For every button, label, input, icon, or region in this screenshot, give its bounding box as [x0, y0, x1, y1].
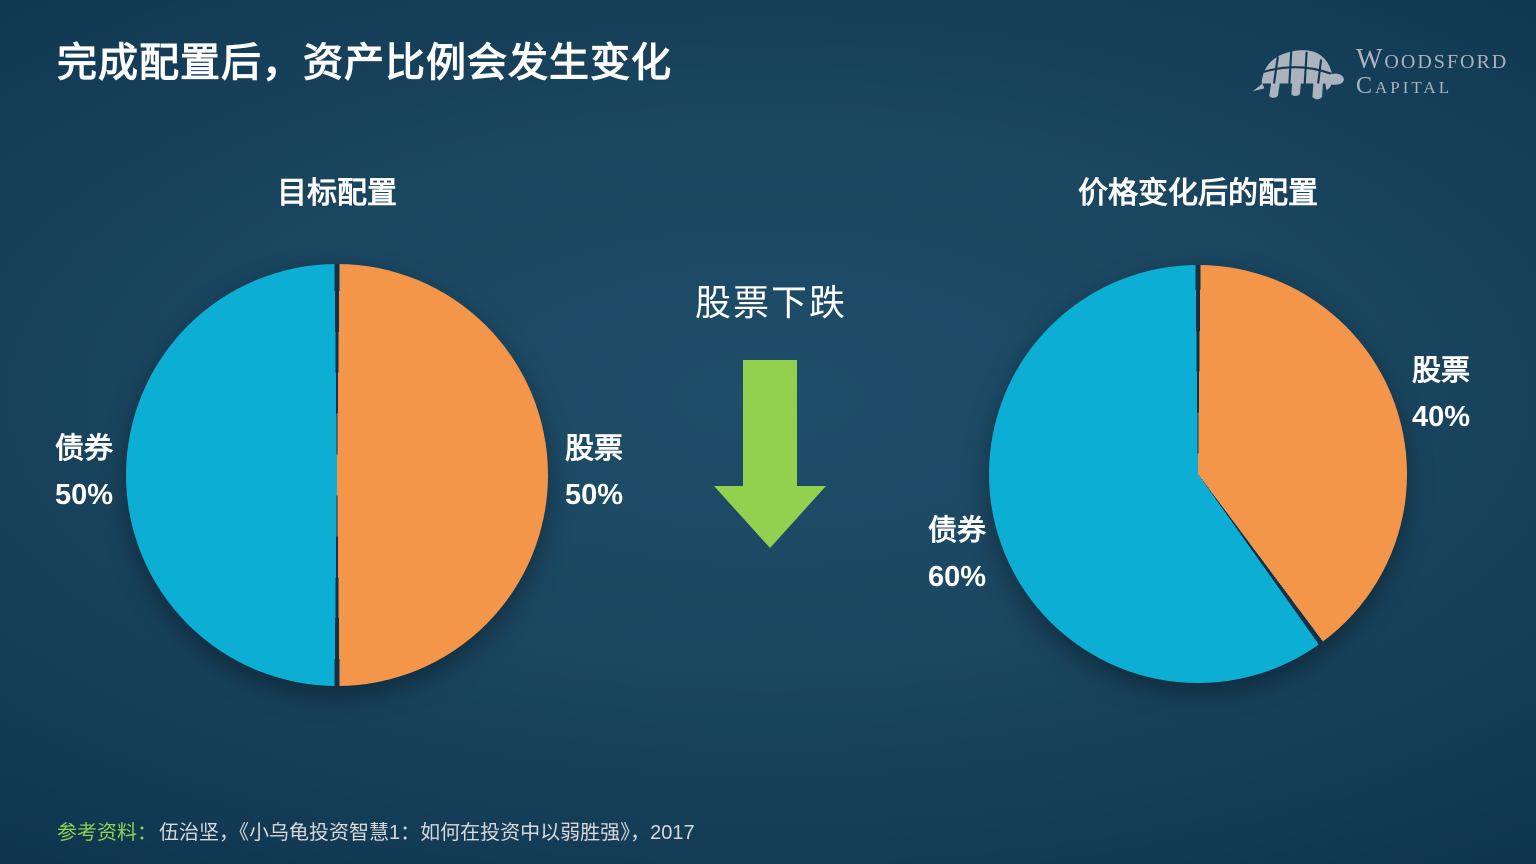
- after-price-change-pie: [989, 265, 1407, 683]
- reference-text: 伍治坚，《小乌龟投资智慧1：如何在投资中以弱胜强》，2017: [159, 822, 695, 844]
- category-name: 债券: [928, 515, 987, 547]
- right-pie-stock-label: 股票 40%: [1412, 348, 1470, 440]
- right-pie-title: 价格变化后的配置: [1078, 177, 1318, 210]
- right-pie-bond-label: 债券 60%: [928, 508, 986, 600]
- logo-text: Woodsford Capital: [1356, 43, 1509, 100]
- category-value: 50%: [55, 479, 114, 511]
- left-pie-bond-label: 债券 50%: [55, 426, 113, 518]
- turtle-logo-icon: [1252, 50, 1344, 100]
- category-name: 股票: [565, 433, 624, 465]
- left-pie-title: 目标配置: [277, 177, 397, 210]
- target-allocation-pie: [126, 264, 548, 686]
- category-name: 债券: [55, 433, 114, 465]
- logo-brand-suffix: Capital: [1356, 73, 1453, 100]
- reference-label: 参考资料：: [57, 822, 157, 844]
- category-value: 60%: [928, 561, 987, 593]
- reference-note: 参考资料： 伍治坚，《小乌龟投资智慧1：如何在投资中以弱胜强》，2017: [57, 816, 695, 845]
- down-arrow-icon: [714, 360, 826, 548]
- company-logo: Woodsford Capital: [1250, 40, 1508, 104]
- logo-brand-name: Woodsford: [1356, 43, 1509, 75]
- left-pie-stock-label: 股票 50%: [565, 426, 623, 518]
- slide-title: 完成配置后，资产比例会发生变化: [57, 41, 672, 85]
- category-name: 股票: [1412, 355, 1471, 387]
- category-value: 50%: [565, 479, 624, 511]
- category-value: 40%: [1412, 401, 1471, 433]
- event-annotation: 股票下跌: [694, 282, 847, 323]
